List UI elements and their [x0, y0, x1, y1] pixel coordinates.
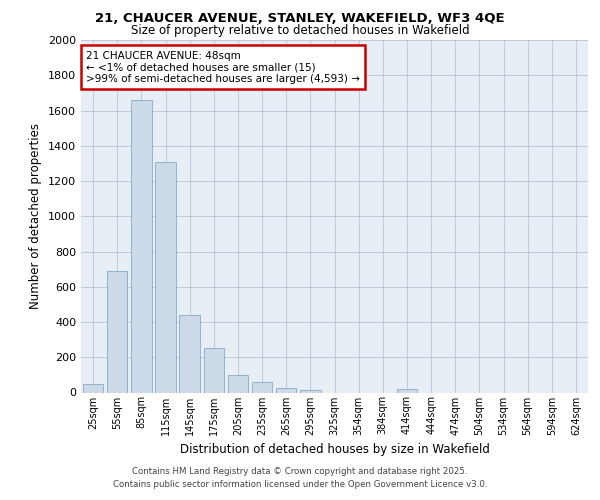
Bar	[252, 382, 272, 392]
X-axis label: Distribution of detached houses by size in Wakefield: Distribution of detached houses by size …	[179, 443, 490, 456]
Bar	[155, 162, 176, 392]
Y-axis label: Number of detached properties: Number of detached properties	[29, 123, 43, 309]
Bar	[131, 100, 152, 392]
Bar	[203, 348, 224, 393]
Bar	[397, 389, 417, 392]
Text: 21, CHAUCER AVENUE, STANLEY, WAKEFIELD, WF3 4QE: 21, CHAUCER AVENUE, STANLEY, WAKEFIELD, …	[95, 12, 505, 26]
Text: 21 CHAUCER AVENUE: 48sqm
← <1% of detached houses are smaller (15)
>99% of semi-: 21 CHAUCER AVENUE: 48sqm ← <1% of detach…	[86, 50, 360, 84]
Bar	[107, 271, 127, 392]
Text: Size of property relative to detached houses in Wakefield: Size of property relative to detached ho…	[131, 24, 469, 37]
Bar	[227, 375, 248, 392]
Text: Contains HM Land Registry data © Crown copyright and database right 2025.
Contai: Contains HM Land Registry data © Crown c…	[113, 468, 487, 489]
Bar	[179, 315, 200, 392]
Bar	[300, 390, 320, 392]
Bar	[83, 384, 103, 392]
Bar	[276, 388, 296, 392]
